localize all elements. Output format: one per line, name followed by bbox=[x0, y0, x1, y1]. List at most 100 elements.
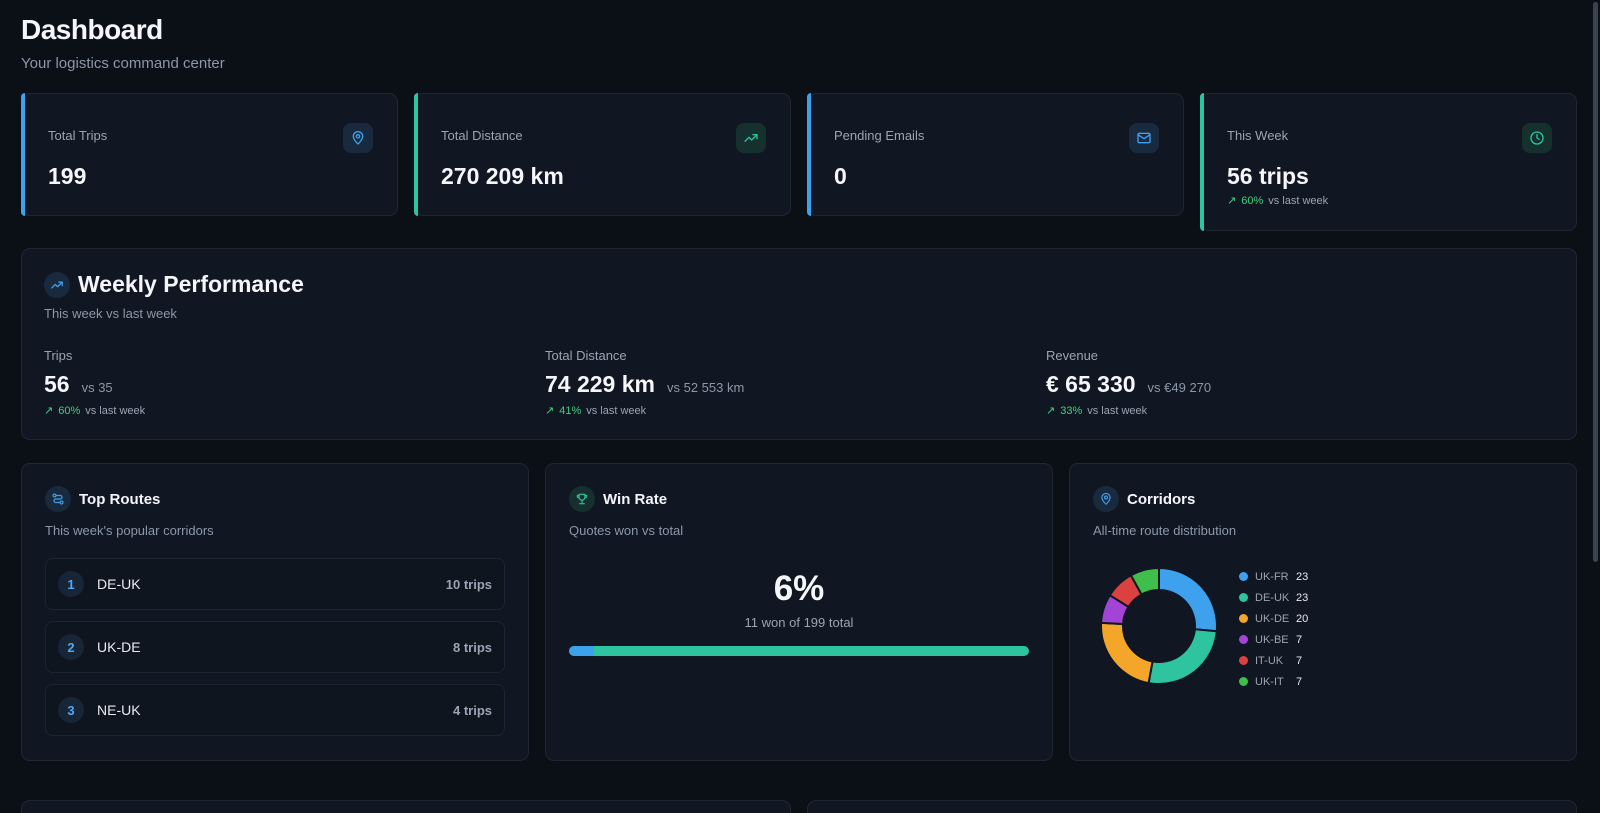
arrow-up-right-icon: ↗ bbox=[545, 405, 555, 417]
trending-up-icon bbox=[736, 123, 766, 153]
weekly-performance-title: Weekly Performance bbox=[78, 271, 304, 297]
metric-trips: Trips 56 vs 35 ↗ 60% vs last week bbox=[44, 348, 545, 417]
trend-percent: 41% bbox=[559, 404, 582, 417]
trend-text: vs last week bbox=[1087, 404, 1148, 417]
legend-item: UK-FR 23 bbox=[1239, 566, 1308, 587]
legend-label: UK-IT bbox=[1255, 675, 1284, 688]
stat-cards: Total Trips 199 Total Distance 270 209 k… bbox=[21, 93, 1577, 231]
corridors-title: Corridors bbox=[1127, 490, 1196, 508]
stat-card-pending-emails[interactable]: Pending Emails 0 bbox=[807, 93, 1184, 216]
trend-indicator: ↗ 41% vs last week bbox=[545, 404, 1046, 418]
legend-label: UK-DE bbox=[1255, 612, 1290, 625]
stat-label: Pending Emails bbox=[834, 128, 925, 143]
stat-value: 199 bbox=[48, 163, 87, 189]
top-routes-title: Top Routes bbox=[79, 490, 161, 508]
donut-slice-uk-it[interactable] bbox=[1129, 566, 1160, 596]
metric-compare: vs €49 270 bbox=[1147, 380, 1212, 395]
trend-percent: 33% bbox=[1060, 404, 1083, 417]
route-trips: 4 trips bbox=[452, 702, 492, 718]
trend-text: vs last week bbox=[586, 404, 647, 417]
bottom-card-left bbox=[21, 800, 791, 813]
donut-slice-uk-fr[interactable] bbox=[1158, 566, 1218, 633]
donut-slice-uk-de[interactable] bbox=[1100, 621, 1154, 685]
route-rank: 2 bbox=[58, 634, 84, 660]
legend-dot bbox=[1239, 572, 1248, 581]
win-rate-value: 6% bbox=[773, 569, 825, 608]
stat-label: Total Trips bbox=[48, 128, 108, 143]
win-rate-card: Win Rate Quotes won vs total 6% 11 won o… bbox=[545, 463, 1053, 761]
corridors-donut-chart bbox=[1093, 560, 1225, 692]
trend-percent: 60% bbox=[58, 404, 81, 417]
win-rate-bar-fill bbox=[569, 646, 595, 656]
legend-label: IT-UK bbox=[1255, 654, 1284, 667]
legend-label: UK-BE bbox=[1255, 633, 1289, 646]
legend-dot bbox=[1239, 593, 1248, 602]
trend-percent: 60% bbox=[1241, 194, 1264, 207]
corridors-desc: All-time route distribution bbox=[1093, 523, 1237, 538]
stat-value: 270 209 km bbox=[441, 163, 564, 189]
bottom-cards bbox=[21, 800, 1577, 813]
legend-value: 23 bbox=[1296, 591, 1309, 604]
page-scrollbar[interactable] bbox=[1590, 0, 1600, 813]
legend-item: IT-UK 7 bbox=[1239, 650, 1308, 671]
route-name: NE-UK bbox=[97, 702, 141, 718]
metric-revenue: Revenue € 65 330 vs €49 270 ↗ 33% vs las… bbox=[1046, 348, 1547, 417]
metric-label: Revenue bbox=[1046, 348, 1099, 363]
stat-card-this-week[interactable]: This Week 56 trips ↗ 60% vs last week bbox=[1200, 93, 1577, 231]
route-trips: 10 trips bbox=[445, 576, 492, 592]
stat-card-total-trips[interactable]: Total Trips 199 bbox=[21, 93, 398, 216]
legend-dot bbox=[1239, 677, 1248, 686]
stat-value: 0 bbox=[834, 163, 847, 189]
legend-dot bbox=[1239, 656, 1248, 665]
legend-item: UK-BE 7 bbox=[1239, 629, 1308, 650]
legend-value: 7 bbox=[1296, 633, 1303, 646]
arrow-up-right-icon: ↗ bbox=[1046, 405, 1056, 417]
legend-value: 20 bbox=[1296, 612, 1309, 625]
detail-cards: Top Routes This week's popular corridors… bbox=[21, 463, 1577, 761]
trending-up-icon bbox=[44, 271, 70, 298]
map-pin-icon bbox=[1093, 486, 1119, 512]
legend-label: DE-UK bbox=[1255, 591, 1290, 604]
metric-value: € 65 330 bbox=[1046, 371, 1136, 397]
legend-label: UK-FR bbox=[1255, 570, 1289, 583]
clock-icon bbox=[1522, 123, 1552, 153]
stat-label: This Week bbox=[1227, 128, 1289, 143]
metric-label: Trips bbox=[44, 348, 73, 363]
trend-indicator: ↗ 33% vs last week bbox=[1046, 404, 1547, 418]
stat-label: Total Distance bbox=[441, 128, 523, 143]
route-item[interactable]: 2 UK-DE 8 trips bbox=[45, 621, 505, 673]
metric-value: 74 229 km bbox=[545, 371, 655, 397]
donut-slice-de-uk[interactable] bbox=[1147, 628, 1218, 685]
metric-compare: vs 35 bbox=[81, 380, 113, 395]
legend-item: DE-UK 23 bbox=[1239, 587, 1308, 608]
route-rank: 1 bbox=[58, 571, 84, 597]
weekly-performance-desc: This week vs last week bbox=[44, 306, 177, 321]
metric-label: Total Distance bbox=[545, 348, 627, 363]
metric-compare: vs 52 553 km bbox=[666, 380, 745, 395]
arrow-up-right-icon: ↗ bbox=[1227, 195, 1237, 207]
route-rank: 3 bbox=[58, 697, 84, 723]
top-routes-desc: This week's popular corridors bbox=[45, 523, 214, 538]
bottom-card-right bbox=[807, 800, 1577, 813]
route-name: UK-DE bbox=[97, 639, 141, 655]
dashboard-page: Dashboard Your logistics command center … bbox=[21, 0, 1577, 761]
map-pin-icon bbox=[343, 123, 373, 153]
win-rate-title: Win Rate bbox=[603, 490, 668, 508]
stat-value: 56 trips bbox=[1227, 163, 1309, 189]
legend-dot bbox=[1239, 635, 1248, 644]
win-rate-bar bbox=[569, 646, 1029, 656]
route-item[interactable]: 3 NE-UK 4 trips bbox=[45, 684, 505, 736]
route-item[interactable]: 1 DE-UK 10 trips bbox=[45, 558, 505, 610]
legend-value: 7 bbox=[1296, 675, 1303, 688]
scrollbar-thumb[interactable] bbox=[1593, 2, 1598, 562]
legend-value: 7 bbox=[1296, 654, 1303, 667]
trend-indicator: ↗ 60% vs last week bbox=[44, 404, 545, 418]
win-rate-desc: Quotes won vs total bbox=[569, 523, 684, 538]
route-trips: 8 trips bbox=[452, 639, 492, 655]
route-list: 1 DE-UK 10 trips 2 UK-DE 8 trips 3 NE-UK… bbox=[45, 558, 505, 736]
stat-card-total-distance[interactable]: Total Distance 270 209 km bbox=[414, 93, 791, 216]
arrow-up-right-icon: ↗ bbox=[44, 405, 54, 417]
page-title: Dashboard bbox=[21, 14, 163, 45]
win-rate-sub: 11 won of 199 total bbox=[744, 615, 854, 630]
weekly-performance-card: Weekly Performance This week vs last wee… bbox=[21, 248, 1577, 440]
